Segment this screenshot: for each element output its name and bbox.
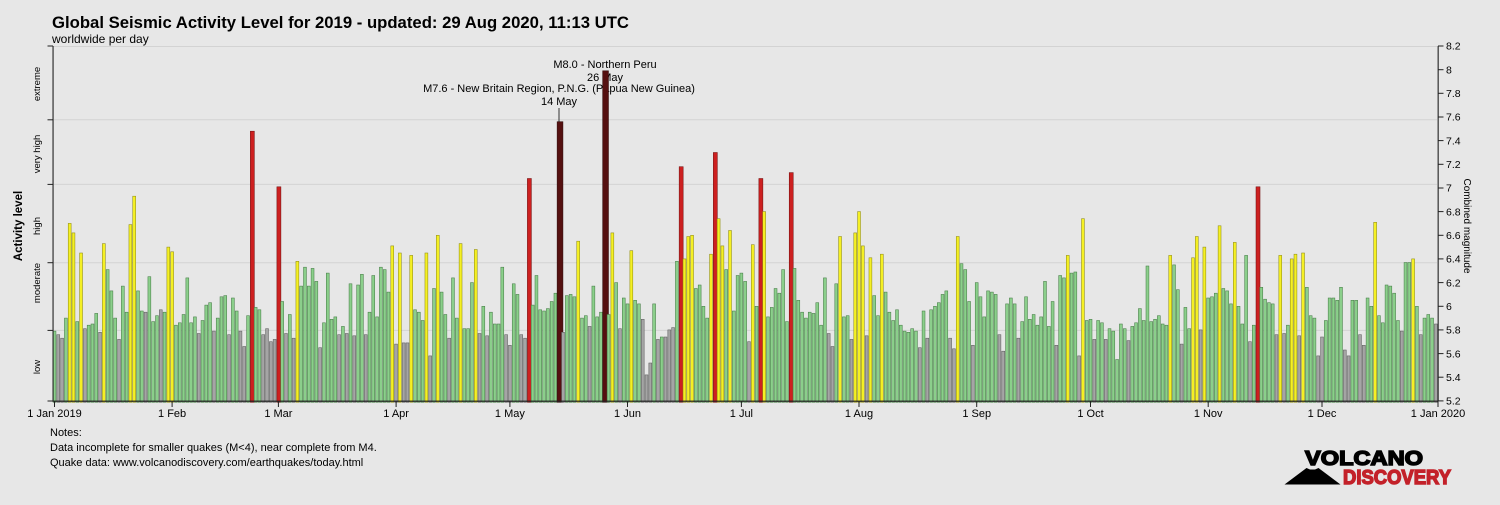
svg-text:Quake data: www.volcanodiscove: Quake data: www.volcanodiscovery.com/ear… xyxy=(50,457,363,469)
svg-text:Combined magnitude: Combined magnitude xyxy=(1461,178,1472,273)
svg-text:8.2: 8.2 xyxy=(1446,41,1461,53)
svg-text:moderate: moderate xyxy=(32,263,43,303)
svg-text:extreme: extreme xyxy=(32,67,43,101)
svg-text:14 May: 14 May xyxy=(541,96,578,108)
svg-text:7.8: 7.8 xyxy=(1446,88,1461,100)
svg-text:1 Jul: 1 Jul xyxy=(730,408,753,420)
svg-text:8: 8 xyxy=(1446,64,1452,76)
svg-text:VOLCANO: VOLCANO xyxy=(1305,448,1423,470)
svg-text:7.6: 7.6 xyxy=(1446,112,1461,124)
svg-text:M7.6 - New Britain Region, P.N: M7.6 - New Britain Region, P.N.G. (Papua… xyxy=(423,83,695,95)
svg-text:6: 6 xyxy=(1446,301,1452,313)
svg-text:1 Jan 2020: 1 Jan 2020 xyxy=(1411,408,1465,420)
svg-text:1 Feb: 1 Feb xyxy=(158,408,186,420)
svg-text:5.4: 5.4 xyxy=(1446,372,1461,384)
svg-text:1 Jun: 1 Jun xyxy=(614,408,641,420)
svg-text:high: high xyxy=(32,217,43,235)
svg-text:Global Seismic Activity Level: Global Seismic Activity Level for 2019 -… xyxy=(52,14,629,32)
svg-text:M8.0 - Northern Peru: M8.0 - Northern Peru xyxy=(553,59,656,71)
svg-text:1 Mar: 1 Mar xyxy=(264,408,292,420)
svg-text:5.6: 5.6 xyxy=(1446,348,1461,360)
svg-text:low: low xyxy=(32,360,43,374)
svg-text:1 Apr: 1 Apr xyxy=(383,408,409,420)
svg-text:1 Oct: 1 Oct xyxy=(1077,408,1103,420)
svg-text:worldwide per day: worldwide per day xyxy=(51,32,149,46)
svg-text:very high: very high xyxy=(32,135,43,174)
svg-text:1 Jan 2019: 1 Jan 2019 xyxy=(27,408,81,420)
svg-text:Data incomplete for smaller qu: Data incomplete for smaller quakes (M<4)… xyxy=(50,442,377,454)
svg-text:7: 7 xyxy=(1446,183,1452,195)
svg-text:Activity level: Activity level xyxy=(13,191,25,261)
svg-text:5.8: 5.8 xyxy=(1446,325,1461,337)
svg-text:1 Nov: 1 Nov xyxy=(1194,408,1223,420)
svg-text:1 Sep: 1 Sep xyxy=(962,408,991,420)
svg-text:6.6: 6.6 xyxy=(1446,230,1461,242)
svg-text:DISCOVERY: DISCOVERY xyxy=(1343,467,1452,489)
svg-text:6.4: 6.4 xyxy=(1446,254,1461,266)
svg-text:Notes:: Notes: xyxy=(50,427,82,439)
svg-text:1 Dec: 1 Dec xyxy=(1308,408,1337,420)
svg-text:1 May: 1 May xyxy=(495,408,525,420)
svg-text:7.4: 7.4 xyxy=(1446,135,1461,147)
svg-text:7.2: 7.2 xyxy=(1446,159,1461,171)
svg-text:6.2: 6.2 xyxy=(1446,277,1461,289)
svg-text:1 Aug: 1 Aug xyxy=(845,408,873,420)
svg-text:6.8: 6.8 xyxy=(1446,206,1461,218)
svg-text:5.2: 5.2 xyxy=(1446,396,1461,408)
